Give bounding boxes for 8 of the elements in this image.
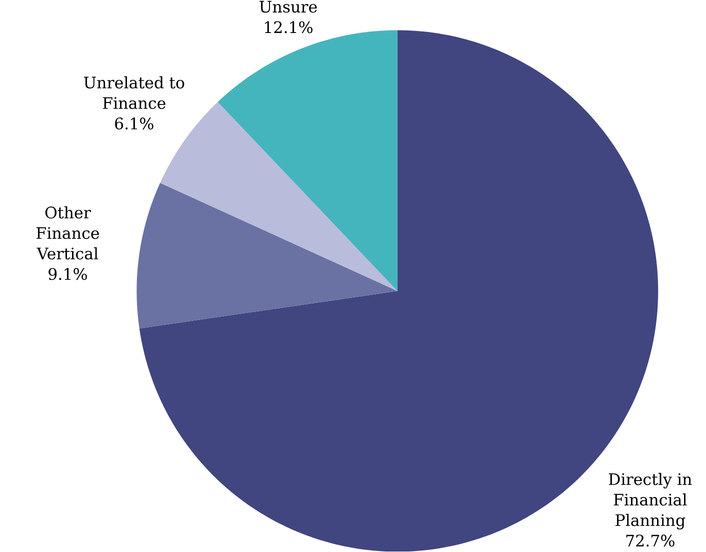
data-label: 12.1% (265, 21, 312, 34)
slice-label: Other Finance Vertical (36, 206, 99, 260)
data-label: 6.1% (115, 118, 154, 130)
data-label: 72.7% (626, 534, 674, 547)
slice-label: Directly in Financial Planning (608, 473, 692, 530)
slice-label: Unsure (260, 1, 317, 13)
slice-label: Unrelated to Finance (84, 76, 184, 110)
data-label: 9.1% (48, 268, 87, 280)
